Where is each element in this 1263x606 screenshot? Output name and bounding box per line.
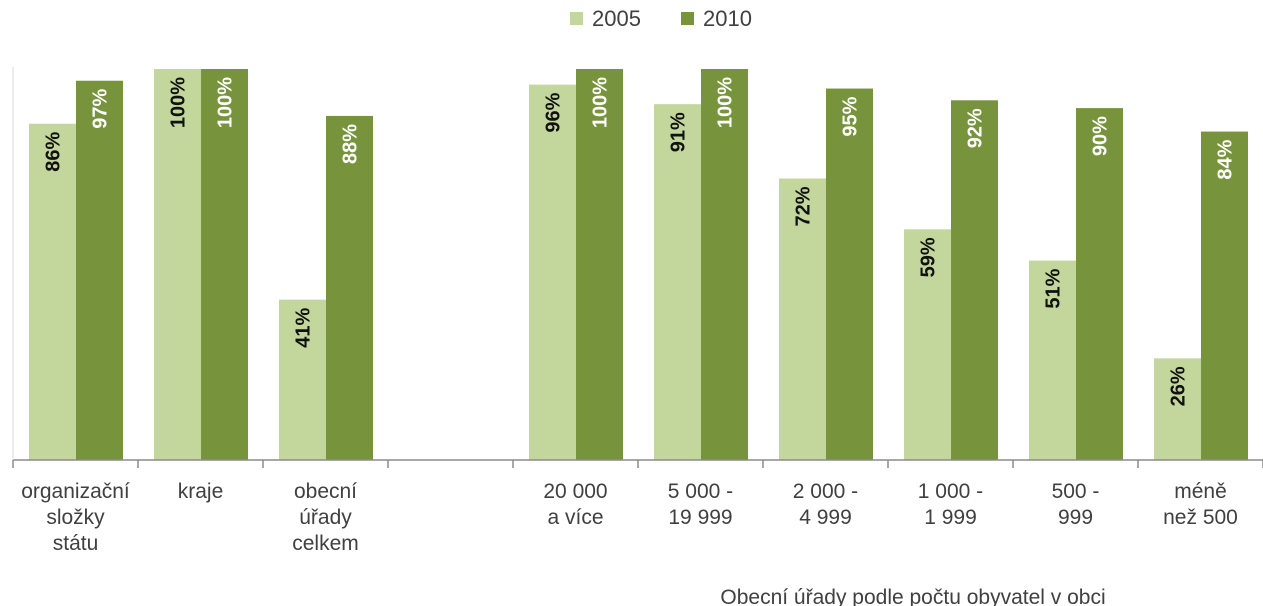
bar-2005-7 [904,229,951,460]
data-label-2005-0: 86% [43,132,65,172]
category-label-7: 1 000 -1 999 [918,480,983,529]
data-label-2010-0: 97% [90,89,112,129]
data-label-2010-5: 100% [715,77,737,128]
bar-2010-0 [76,80,123,460]
bar-2010-9 [1201,131,1248,460]
bars: 86% 100% 41% 96% 91% 72% 59% 51% 26% 97% 100% 88% 10… [29,69,1248,461]
data-label-2010-9: 84% [1215,139,1237,179]
legend-label-2005: 2005 [592,6,641,31]
data-label-2005-2: 41% [293,307,315,347]
legend-label-2010: 2010 [703,6,752,31]
data-label-2010-6: 95% [840,96,862,136]
category-label-8: 500 -999 [1052,480,1100,529]
bar-2010-5 [701,69,748,460]
category-label-5: 5 000 -19 999 [668,480,733,529]
bar-2005-2 [279,299,326,460]
bar-2005-0 [29,123,76,461]
bar-2010-2 [326,115,373,461]
bar-2005-4 [529,84,576,460]
category-label-2: obecní úřady celkem [292,480,359,555]
category-label-0: organizační složky státu [21,480,130,555]
bar-2010-1 [201,69,248,460]
data-label-2010-8: 90% [1090,116,1112,156]
category-label-4: 20 000 a více [543,480,607,529]
bar-2005-6 [779,178,826,461]
data-label-2005-7: 59% [918,237,940,277]
bar-2010-7 [951,100,998,460]
data-label-2005-1: 100% [168,77,190,128]
bar-2005-5 [654,104,701,460]
data-label-2010-4: 100% [590,77,612,128]
bar-2005-1 [154,69,201,460]
legend-swatch-2010 [681,12,694,25]
category-label-6: 2 000 -4 999 [793,480,858,529]
bar-2010-6 [826,88,873,461]
category-label-1: kraje [178,480,224,503]
bar-2010-8 [1076,108,1123,460]
data-label-2010-1: 100% [215,77,237,128]
data-label-2005-5: 91% [668,112,690,152]
data-label-2010-7: 92% [965,108,987,148]
bar-2005-9 [1154,358,1201,460]
bar-2010-4 [576,69,623,460]
legend: 2005 2010 [570,6,752,31]
data-label-2010-2: 88% [340,124,362,164]
x-axis [12,67,1263,468]
category-label-9: méně než 500 [1163,480,1238,529]
bar-2005-8 [1029,260,1076,460]
data-label-2005-8: 51% [1043,268,1065,308]
category-labels: organizační složky státu kraje obecní úřady ce… [21,480,1238,555]
data-label-2005-9: 26% [1168,366,1190,406]
group-axis-label: Obecní úřady podle počtu obyvatel v obci [720,586,1105,606]
legend-swatch-2005 [570,12,583,25]
data-label-2005-4: 96% [543,92,565,132]
data-label-2005-6: 72% [793,186,815,226]
